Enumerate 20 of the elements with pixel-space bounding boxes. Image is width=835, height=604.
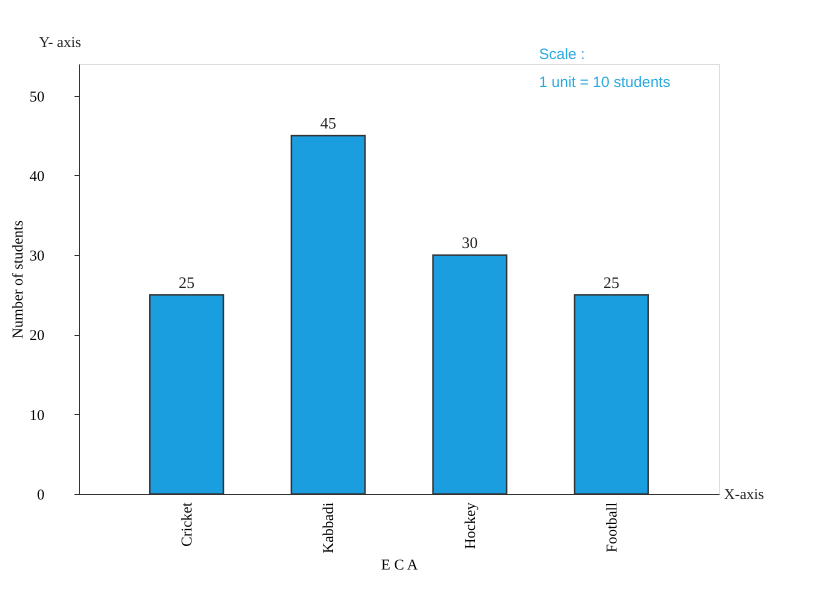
- data-label: 45: [320, 116, 336, 133]
- data-label: 25: [178, 274, 195, 292]
- x-axis-title: E C A: [381, 557, 418, 574]
- text: Y- axis: [39, 35, 82, 51]
- text: Scale :: [539, 46, 585, 63]
- text: X-axis: [724, 487, 764, 503]
- y-tick-label: 0: [37, 488, 44, 504]
- y-tick-label: 40: [30, 168, 44, 185]
- data-label: 30: [462, 235, 478, 252]
- y-tick-label: 30: [30, 248, 44, 265]
- y-tick-label: 20: [30, 328, 44, 344]
- annotation: 1 unit = 10 students: [539, 74, 670, 91]
- data-label: 25: [603, 274, 620, 292]
- x-tick-label: Kabbadi: [321, 502, 338, 554]
- y-axis-title: Number of students: [10, 220, 26, 339]
- x-tick-label: Football: [604, 502, 620, 553]
- y-tick-label: 50: [30, 89, 44, 106]
- y-tick-label: 10: [30, 408, 44, 424]
- x-tick-label: Cricket: [180, 502, 196, 547]
- x-tick-label: Hockey: [462, 502, 479, 550]
